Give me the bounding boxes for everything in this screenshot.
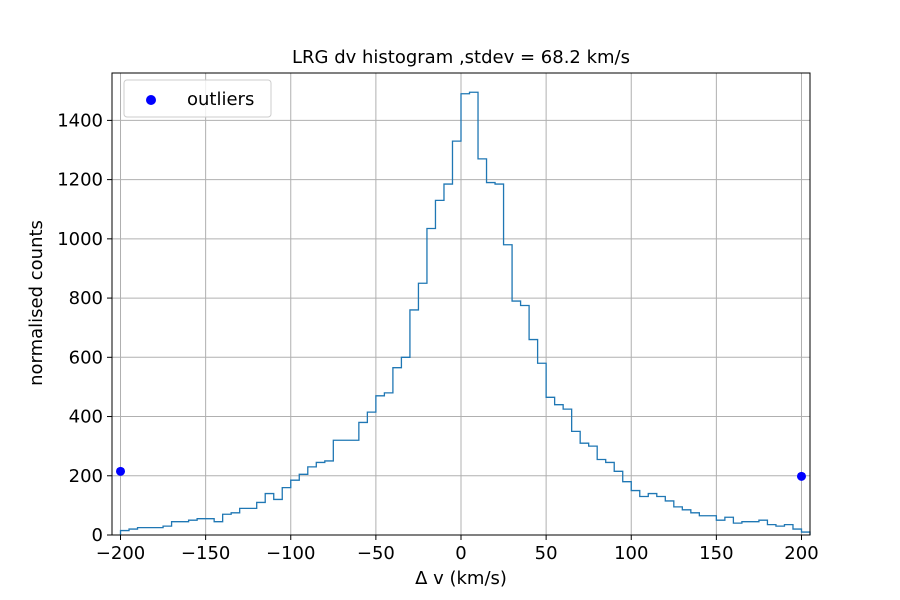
x-tick-label: −150: [181, 543, 230, 564]
histogram-step-line: [119, 91, 811, 535]
y-tick-label: 1200: [57, 170, 103, 191]
y-axis-ticks: 0 200 400 600 800 1000 1200 1400: [57, 110, 112, 546]
grid: [112, 73, 810, 536]
outlier-point: [116, 466, 126, 476]
y-tick-label: 400: [69, 407, 103, 428]
legend-box: [123, 79, 272, 118]
outlier-points: [116, 466, 806, 481]
y-tick-label: 0: [92, 525, 103, 546]
histogram: [119, 91, 811, 535]
x-tick-label: 200: [784, 543, 818, 564]
x-tick-label: −100: [266, 543, 315, 564]
legend-marker-outliers: [146, 95, 156, 105]
x-tick-label: −200: [96, 543, 145, 564]
x-axis-label: Δ v (km/s): [415, 568, 507, 589]
x-tick-label: 100: [614, 543, 648, 564]
outlier-point: [796, 471, 806, 481]
legend: outliers: [123, 79, 272, 118]
x-tick-label: 0: [455, 543, 466, 564]
y-tick-label: 800: [69, 288, 103, 309]
y-tick-label: 1400: [57, 110, 103, 131]
legend-label-outliers: outliers: [187, 89, 254, 110]
y-axis-label: normalised counts: [26, 220, 47, 386]
x-tick-label: 150: [699, 543, 733, 564]
x-tick-label: −50: [357, 543, 395, 564]
x-axis-ticks: −200 −150 −100 −50 0 50 100 150 200: [96, 535, 819, 564]
y-tick-label: 1000: [57, 229, 103, 250]
x-tick-label: 50: [535, 543, 558, 564]
chart-title: LRG dv histogram ,stdev = 68.2 km/s: [292, 47, 630, 68]
y-tick-label: 600: [69, 347, 103, 368]
y-tick-label: 200: [69, 466, 103, 487]
